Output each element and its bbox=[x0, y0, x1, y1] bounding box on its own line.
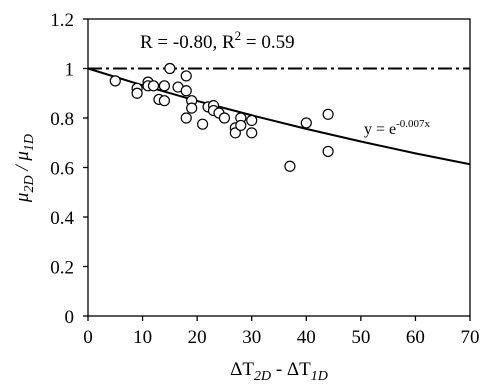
point bbox=[284, 160, 296, 172]
fit-label-sup: -0.007x bbox=[396, 118, 430, 130]
x-tick-label: 50 bbox=[351, 327, 370, 348]
y-tick-label: 1 bbox=[65, 60, 75, 81]
point bbox=[158, 95, 170, 107]
y-tick-label: 0.6 bbox=[50, 159, 74, 180]
point bbox=[186, 102, 198, 114]
point bbox=[218, 112, 231, 124]
y-tick-label: 0 bbox=[65, 307, 75, 328]
point bbox=[109, 75, 121, 87]
x-label-sub: 2D bbox=[254, 369, 271, 384]
y-label-sub: 2D bbox=[22, 175, 37, 192]
x-label-sub: 1D bbox=[311, 369, 328, 384]
point bbox=[158, 80, 170, 92]
annotation: R = -0.80, R2 = 0.59 bbox=[140, 28, 295, 53]
x-tick-label: 30 bbox=[242, 327, 261, 348]
x-tick-label: 20 bbox=[188, 327, 207, 348]
x-tick-label: 10 bbox=[133, 327, 152, 348]
annotation-sup: 2 bbox=[235, 28, 242, 43]
x-axis-label: ΔT2D - ΔT1D bbox=[230, 359, 328, 384]
point bbox=[147, 80, 160, 92]
y-tick-label: 0.2 bbox=[50, 258, 74, 279]
point bbox=[322, 108, 334, 120]
point bbox=[197, 118, 209, 130]
fit-label-text: y = e bbox=[364, 121, 396, 138]
y-label-text: / μ bbox=[12, 151, 33, 175]
y-tick-label: 0.8 bbox=[50, 109, 74, 130]
y-label-sub: 1D bbox=[22, 134, 37, 151]
y-tick-label: 0.4 bbox=[50, 208, 74, 229]
point bbox=[246, 114, 258, 127]
y-axis-label: μ2D / μ1D bbox=[12, 134, 37, 203]
point bbox=[300, 117, 312, 129]
fit-label: y = e-0.007x bbox=[364, 118, 431, 138]
point bbox=[322, 145, 334, 158]
y-label-text: μ bbox=[12, 193, 33, 204]
point bbox=[180, 85, 192, 97]
annotation-text: = 0.59 bbox=[241, 32, 294, 53]
x-label-text: - ΔT bbox=[271, 359, 311, 380]
point bbox=[131, 87, 143, 99]
point bbox=[164, 62, 176, 75]
point bbox=[180, 112, 192, 124]
x-label-text: ΔT bbox=[230, 359, 254, 380]
x-tick-label: 0 bbox=[83, 327, 93, 348]
y-tick-label: 1.2 bbox=[50, 10, 74, 31]
x-tick-label: 40 bbox=[297, 327, 316, 348]
point bbox=[235, 119, 247, 132]
point bbox=[246, 127, 258, 139]
point bbox=[229, 127, 241, 139]
point bbox=[180, 70, 192, 82]
x-tick-label: 70 bbox=[461, 327, 480, 348]
x-tick-label: 60 bbox=[406, 327, 425, 348]
annotation-text: R = -0.80, R bbox=[140, 32, 235, 53]
